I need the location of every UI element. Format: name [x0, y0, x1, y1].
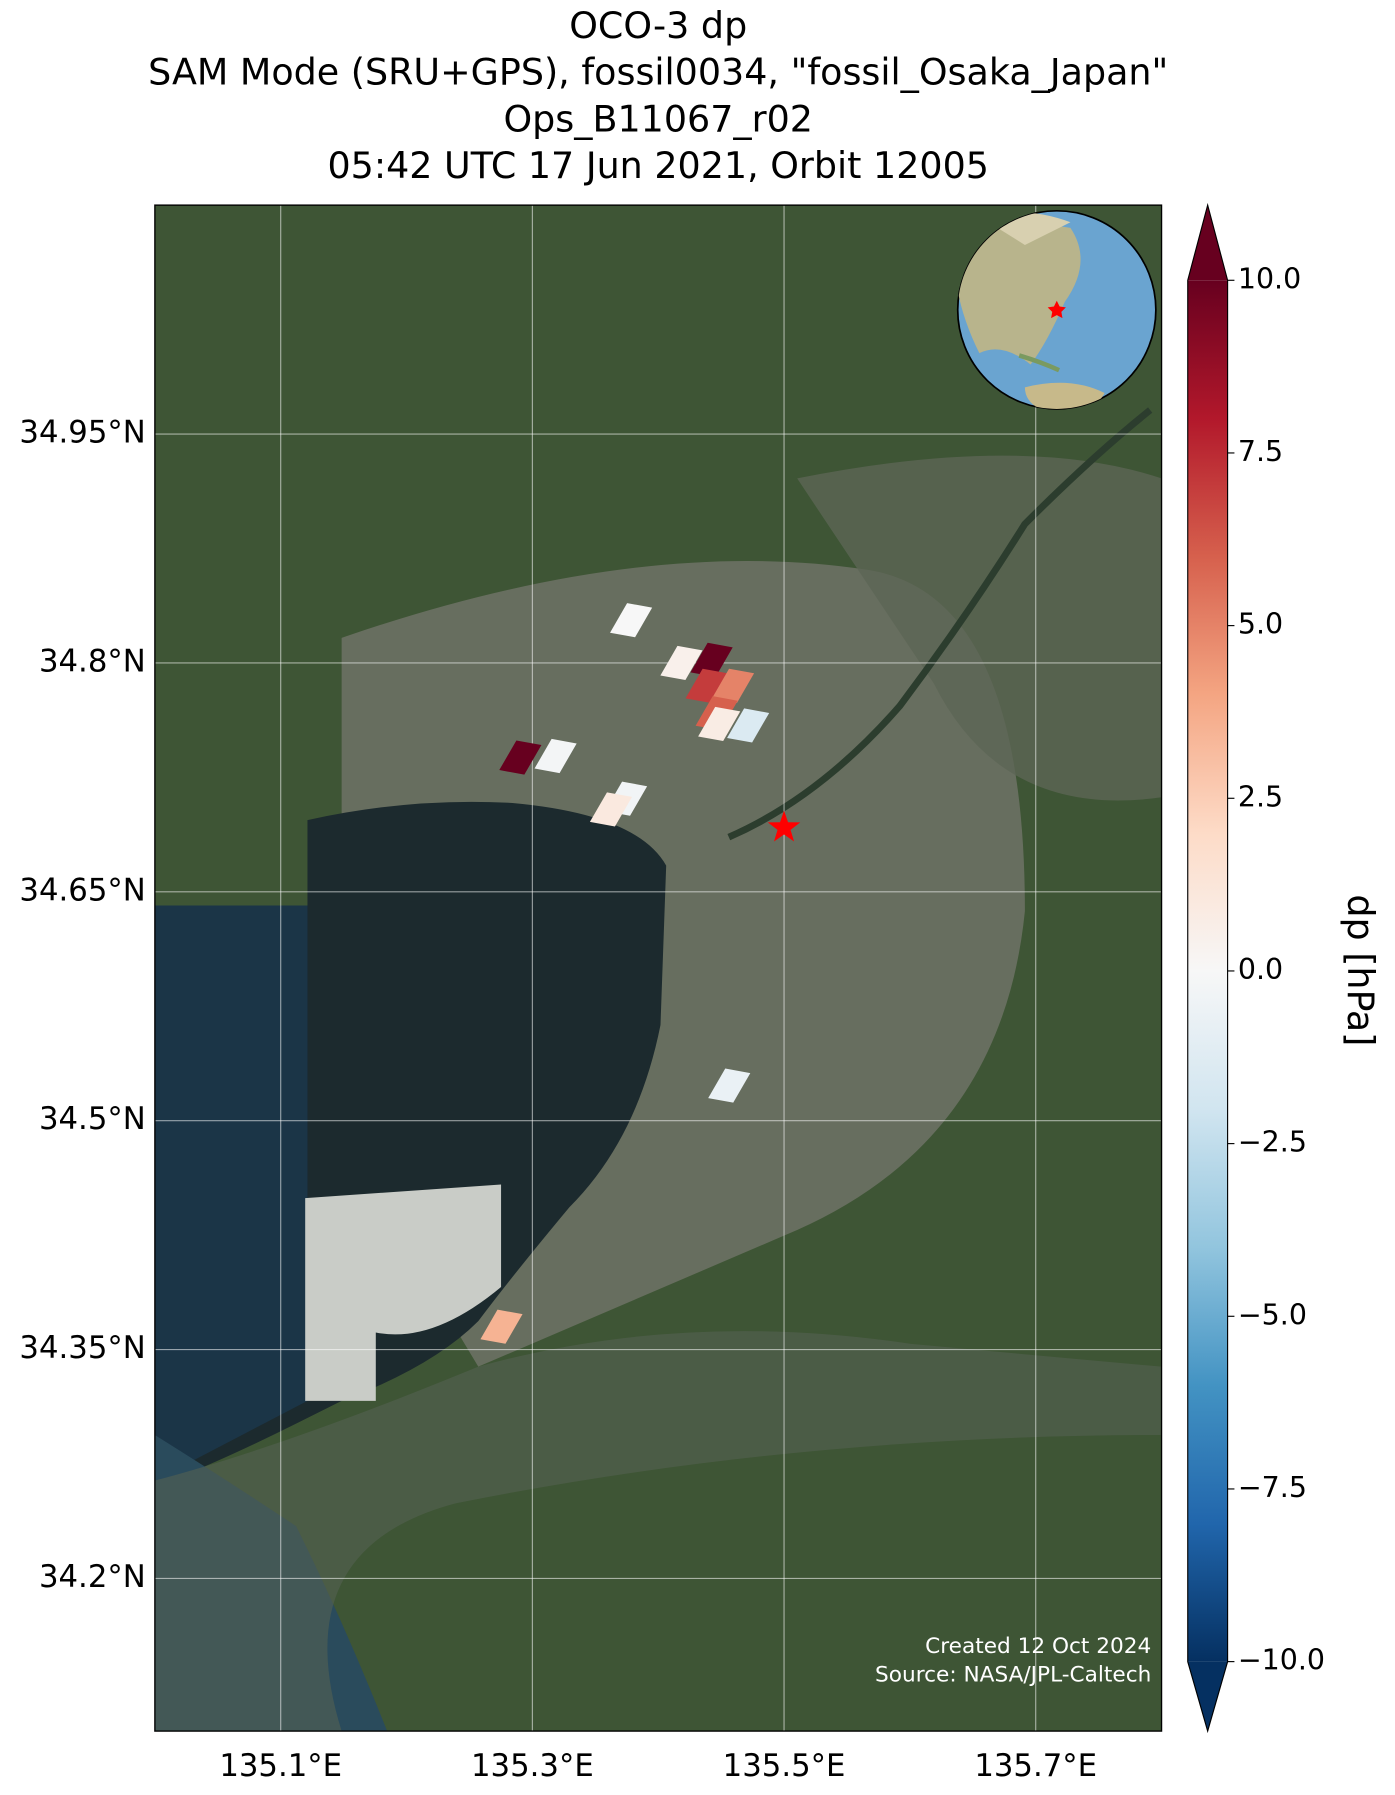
colorbar-tick-label: −2.5	[1238, 1126, 1307, 1159]
sounding-footprint	[534, 738, 577, 774]
chart-title: Ops_B11067_r02	[503, 97, 813, 140]
map-frame	[154, 204, 1163, 1732]
credit: Created 12 Oct 2024	[925, 1634, 1151, 1659]
basemap	[154, 205, 1162, 1732]
colorbar-tick-label: 10.0	[1238, 262, 1301, 295]
sounding-footprint	[589, 792, 633, 827]
colorbar-tick-label: −5.0	[1238, 1298, 1307, 1331]
sounding-footprint	[660, 645, 703, 680]
x-tick-label: 135.7°E	[974, 1748, 1097, 1784]
colorbar-extend-max	[1187, 205, 1228, 281]
x-tick-label: 135.1°E	[219, 1748, 342, 1784]
sounding-footprint	[708, 1068, 751, 1103]
target-marker	[767, 810, 801, 842]
y-tick-label: 34.35°N	[19, 1330, 145, 1366]
y-tick-label: 34.5°N	[39, 1101, 146, 1137]
sounding-footprint	[499, 740, 542, 775]
sounding-footprint	[690, 642, 733, 677]
colorbar-tick-label: 0.0	[1238, 953, 1283, 986]
colorbar-body	[1187, 280, 1228, 1662]
sounding-footprint	[727, 708, 770, 743]
x-tick-label: 135.3°E	[471, 1748, 594, 1784]
colorbar-tick-label: −7.5	[1238, 1471, 1307, 1504]
colorbar-tick-label: 2.5	[1238, 780, 1283, 813]
sounding-footprint	[685, 668, 728, 703]
footprints	[480, 603, 770, 1344]
colorbar: −10.0 −7.5 −5.0 −2.5 0.0 2.5 5.0 7.5 10.0 dp [hPa…	[1187, 202, 1382, 1734]
inset-globe	[956, 209, 1157, 410]
chart-title: 05:42 UTC 17 Jun 2021, Orbit 12005	[327, 144, 988, 187]
chart-title: OCO-3 dp	[569, 4, 747, 47]
colorbar-tick-label: 7.5	[1238, 435, 1283, 468]
colorbar-extend-min	[1187, 1661, 1228, 1732]
grid	[154, 205, 1162, 1732]
sounding-footprint	[698, 706, 741, 742]
chart-title: SAM Mode (SRU+GPS), fossil0034, "fossil_…	[148, 51, 1168, 94]
credit: Source: NASA/JPL-Caltech	[875, 1662, 1151, 1687]
colorbar-tick-label: −10.0	[1238, 1644, 1325, 1677]
y-tick-label: 34.65°N	[19, 872, 145, 908]
x-tick-label: 135.5°E	[723, 1748, 846, 1784]
y-tick-label: 34.95°N	[19, 415, 145, 451]
colorbar-tick-label: 5.0	[1238, 608, 1283, 641]
colorbar-label: dp [hPa]	[1339, 894, 1382, 1046]
sounding-footprint	[610, 603, 653, 638]
y-tick-label: 34.2°N	[39, 1559, 146, 1595]
sounding-footprint	[480, 1309, 523, 1344]
y-tick-label: 34.8°N	[39, 643, 146, 679]
sounding-footprint	[711, 668, 755, 703]
